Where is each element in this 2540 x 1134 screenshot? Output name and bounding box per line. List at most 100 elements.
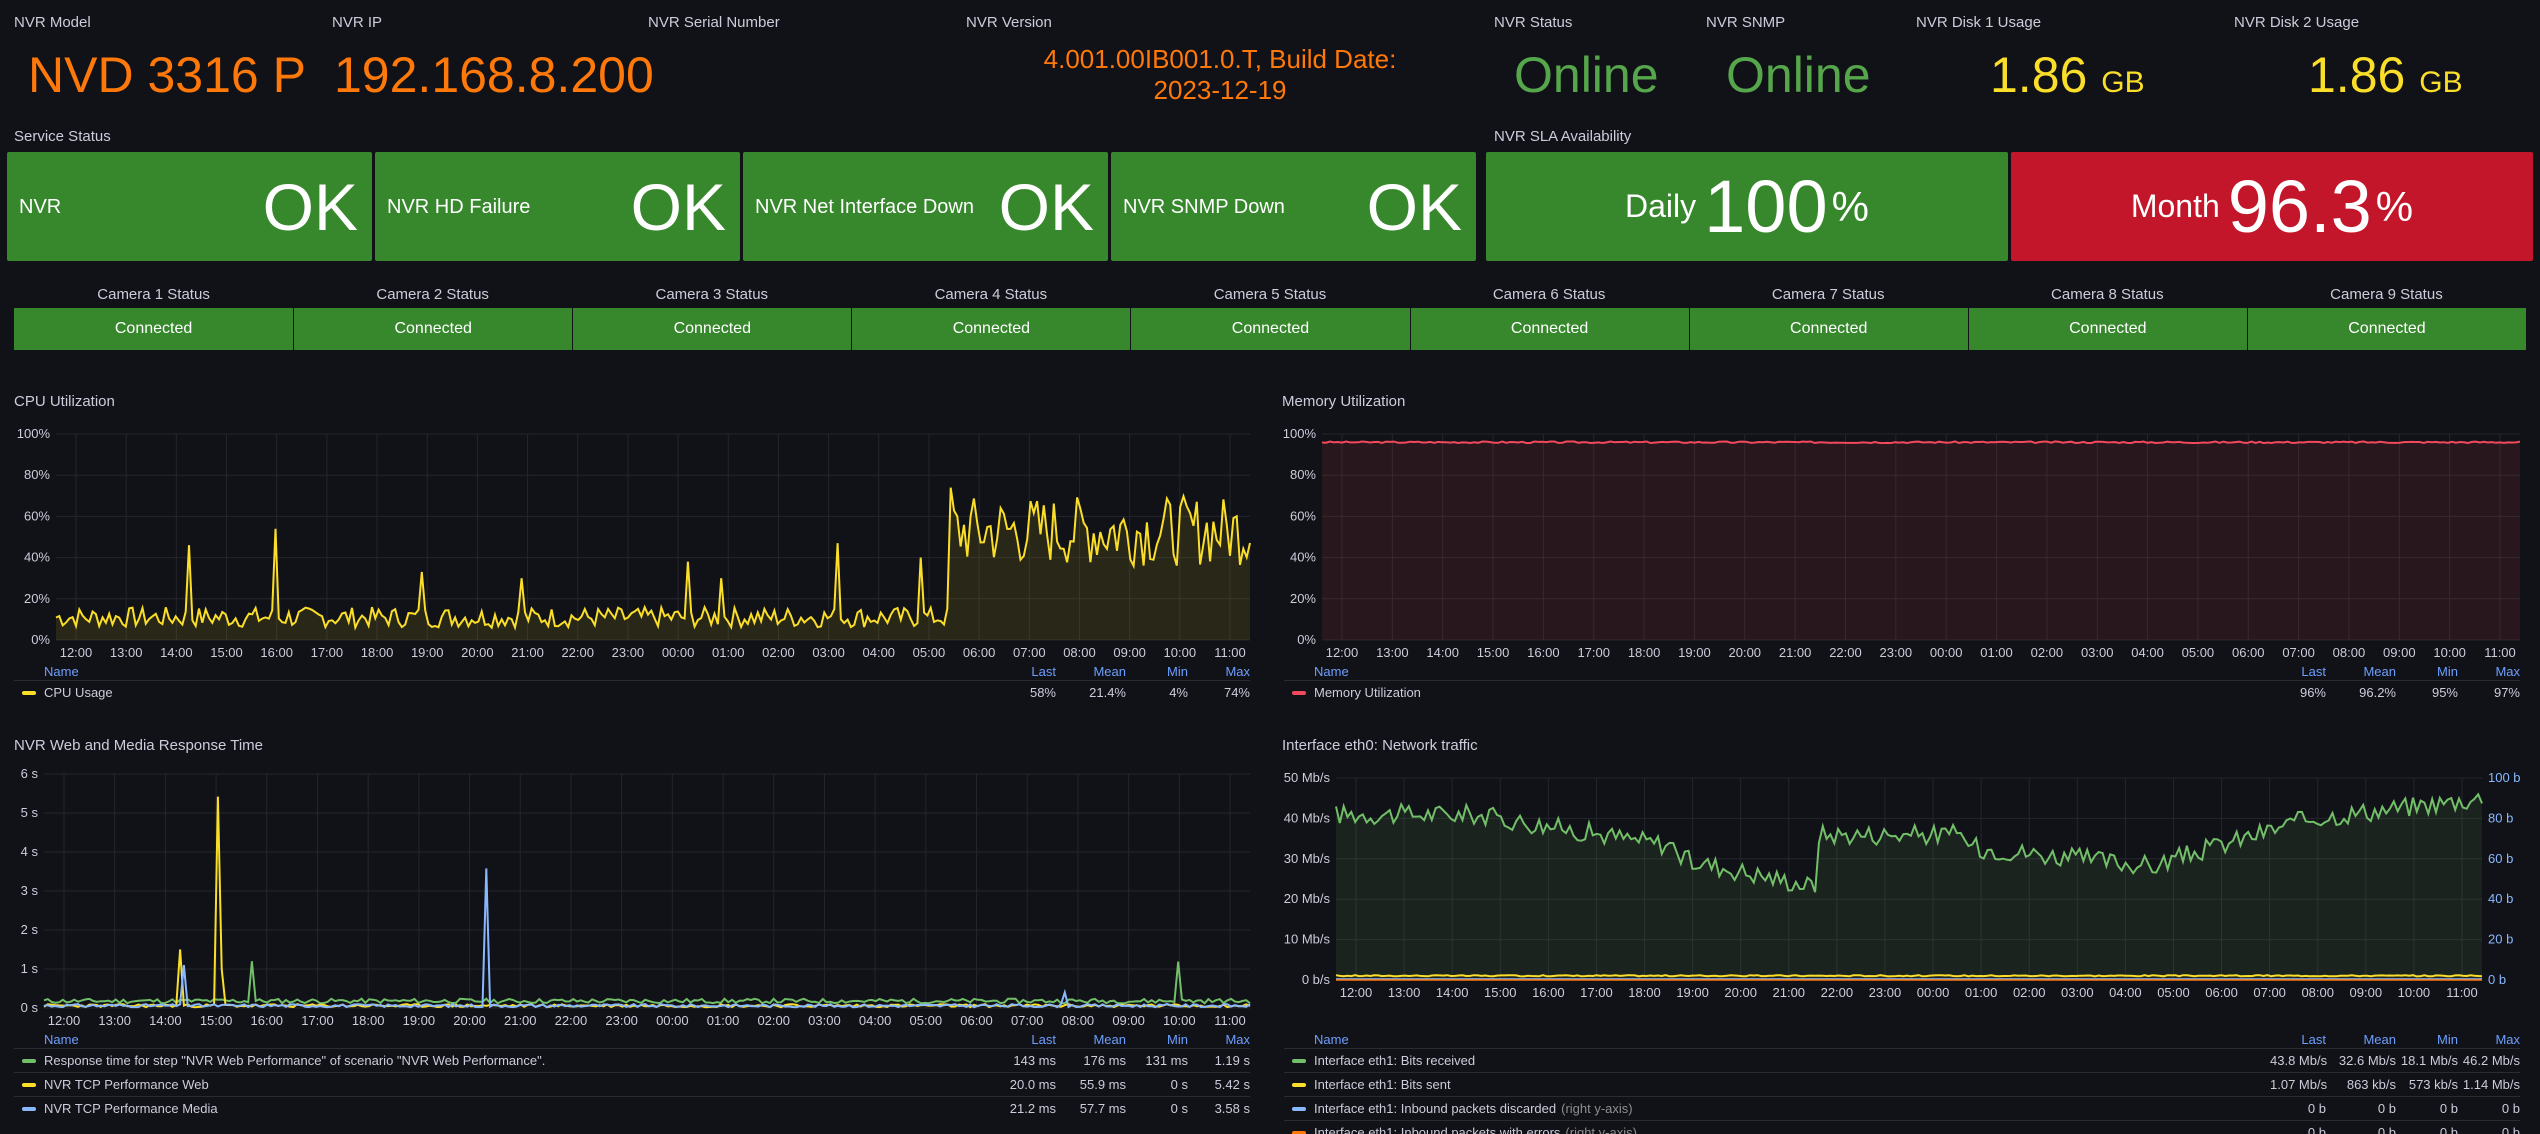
x-tick-label: 23:00 xyxy=(612,645,645,660)
legend-header-name: Name xyxy=(1314,1031,1349,1047)
legend-header-last: Last xyxy=(1031,663,1056,679)
x-tick-label: 18:00 xyxy=(1628,645,1661,660)
legend-value-mean: 96.2% xyxy=(2359,685,2396,700)
y2-tick-label: 0 b xyxy=(2488,972,2506,987)
x-tick-label: 15:00 xyxy=(210,645,243,660)
legend-value-last: 43.8 Mb/s xyxy=(2270,1053,2328,1068)
legend-value-max: 46.2 Mb/s xyxy=(2462,1053,2520,1068)
camera-status-title: Camera 5 Status xyxy=(1213,286,1327,303)
response-chart: 0 s 1 s 2 s 3 s 4 s 5 s 6 s 12:00 13:00 14:00 15:0… xyxy=(21,766,1251,1028)
legend-value-mean: 0 b xyxy=(2377,1125,2396,1134)
camera-status-value: Connected xyxy=(2247,308,2526,350)
legend-row[interactable]: Response time for step "NVR Web Performa… xyxy=(14,1048,1250,1072)
disk1-title: NVR Disk 1 Usage xyxy=(1916,14,2042,31)
legend-value-min: 0 s xyxy=(1170,1077,1188,1092)
memory-utilization-line xyxy=(1321,440,2521,445)
x-tick-label: 21:00 xyxy=(1779,645,1812,660)
legend-color-swatch xyxy=(22,1082,36,1087)
legend-series-suffix: (right y-axis) xyxy=(1561,1101,1633,1116)
legend-header-name: Name xyxy=(44,663,79,679)
sla-month: Month 96.3 % xyxy=(2011,152,2533,261)
y-tick-label: 0% xyxy=(31,632,50,647)
legend-series-suffix: (right y-axis) xyxy=(1565,1125,1637,1134)
x-tick-label: 10:00 xyxy=(1163,1013,1196,1028)
y-tick-label: 100% xyxy=(17,426,51,441)
legend-value-max: 5.42 s xyxy=(1214,1077,1250,1092)
y-tick-label: 5 s xyxy=(21,805,39,820)
legend-value-max: 0 b xyxy=(2501,1101,2520,1116)
x-tick-label: 01:00 xyxy=(1965,985,1998,1000)
legend-row[interactable]: NVR TCP Performance Media 21.2 ms 57.7 ms 0… xyxy=(14,1096,1250,1120)
cpu-chart: 0% 20% 40% 60% 80% 100% 12:00 13:00 14:00 15:00 16… xyxy=(17,426,1251,660)
legend-row[interactable]: CPU Usage 58% 21.4% 4% 74% xyxy=(14,680,1250,704)
legend-value-last: 58% xyxy=(1029,685,1056,700)
legend-color-swatch xyxy=(1292,1082,1306,1087)
camera-status-title: Camera 8 Status xyxy=(2051,286,2164,303)
x-tick-label: 15:00 xyxy=(200,1013,233,1028)
x-tick-label: 05:00 xyxy=(910,1013,943,1028)
x-tick-label: 21:00 xyxy=(504,1013,537,1028)
service-snmp-down: NVR SNMP Down OK xyxy=(1111,152,1476,261)
legend-header-max: Max xyxy=(1225,1031,1250,1047)
camera-status-title: Camera 2 Status xyxy=(376,286,489,303)
x-tick-label: 01:00 xyxy=(1980,645,2013,660)
x-tick-label: 00:00 xyxy=(662,645,695,660)
memory-title: Memory Utilization xyxy=(1282,393,1406,410)
x-tick-label: 23:00 xyxy=(1869,985,1902,1000)
x-tick-label: 19:00 xyxy=(403,1013,436,1028)
x-tick-label: 08:00 xyxy=(2333,645,2366,660)
nvr-version-value: 4.001.00IB001.0.T, Build Date: 2023-12-1… xyxy=(1043,44,1397,106)
y-tick-label: 20% xyxy=(1290,591,1316,606)
service-nvr: NVR OK xyxy=(7,152,372,261)
y-tick-label: 0 b/s xyxy=(1302,972,1331,987)
service-hd-failure: NVR HD Failure OK xyxy=(375,152,740,261)
camera-status-value: Connected xyxy=(1410,308,1689,350)
x-tick-label: 11:00 xyxy=(1214,645,1246,660)
legend-value-mean: 863 kb/s xyxy=(2346,1077,2396,1092)
legend-value-max: 1.14 Mb/s xyxy=(2462,1077,2520,1092)
service-value: OK xyxy=(1366,170,1462,244)
legend-row[interactable]: Interface eth1: Inbound packets with err… xyxy=(1284,1120,2520,1134)
legend-series-name: CPU Usage xyxy=(44,685,1000,700)
legend-value-min: 4% xyxy=(1169,685,1188,700)
x-tick-label: 12:00 xyxy=(1326,645,1359,660)
legend-series-name: Interface eth1: Inbound packets discarde… xyxy=(1314,1101,2270,1116)
legend-value-min: 0 b xyxy=(2439,1101,2458,1116)
x-tick-label: 05:00 xyxy=(2157,985,2190,1000)
legend-row[interactable]: Interface eth1: Bits received 43.8 Mb/s 32… xyxy=(1284,1048,2520,1072)
legend-row[interactable]: Memory Utilization 96% 96.2% 95% 97% xyxy=(1284,680,2520,704)
legend-value-last: 143 ms xyxy=(1013,1053,1056,1068)
y-tick-label: 2 s xyxy=(21,922,39,937)
y2-tick-label: 40 b xyxy=(2488,891,2513,906)
legend-series-name: Memory Utilization xyxy=(1314,685,2270,700)
legend-header-min: Min xyxy=(1167,1031,1188,1047)
legend-series-label: Interface eth1: Bits received xyxy=(1314,1053,1476,1068)
response-title: NVR Web and Media Response Time xyxy=(14,737,264,754)
legend-value-mean: 57.7 ms xyxy=(1079,1101,1126,1116)
nvr-model-title: NVR Model xyxy=(14,14,91,31)
legend-color-swatch xyxy=(1292,1106,1306,1111)
legend-value-max: 74% xyxy=(1223,685,1250,700)
y-tick-label: 100% xyxy=(1283,426,1317,441)
nvr-status-value: Online xyxy=(1514,47,1659,103)
x-tick-label: 02:00 xyxy=(757,1013,790,1028)
nvr-model-value: NVD 3316 P xyxy=(28,47,306,103)
x-tick-label: 17:00 xyxy=(1577,645,1610,660)
legend-row[interactable]: NVR TCP Performance Web 20.0 ms 55.9 ms 0 s… xyxy=(14,1072,1250,1096)
x-tick-label: 15:00 xyxy=(1477,645,1510,660)
sla-month-value: 96.3 xyxy=(2227,164,2372,248)
y-tick-label: 40 Mb/s xyxy=(1284,810,1331,825)
x-tick-label: 21:00 xyxy=(511,645,544,660)
service-value: OK xyxy=(630,170,726,244)
legend-value-max: 0 b xyxy=(2501,1125,2520,1134)
legend-value-min: 0 s xyxy=(1170,1101,1188,1116)
legend-series-name: NVR TCP Performance Media xyxy=(44,1101,1000,1116)
legend-row[interactable]: Interface eth1: Inbound packets discarde… xyxy=(1284,1096,2520,1120)
legend-row[interactable]: Interface eth1: Bits sent 1.07 Mb/s 863 kb… xyxy=(1284,1072,2520,1096)
nvr-snmp-title: NVR SNMP xyxy=(1706,14,1786,31)
legend-value-min: 18.1 Mb/s xyxy=(2400,1053,2458,1068)
legend-series-name: Response time for step "NVR Web Performa… xyxy=(44,1053,1000,1068)
x-tick-label: 10:00 xyxy=(1164,645,1197,660)
x-tick-label: 07:00 xyxy=(2282,645,2315,660)
legend-value-min: 95% xyxy=(2431,685,2458,700)
